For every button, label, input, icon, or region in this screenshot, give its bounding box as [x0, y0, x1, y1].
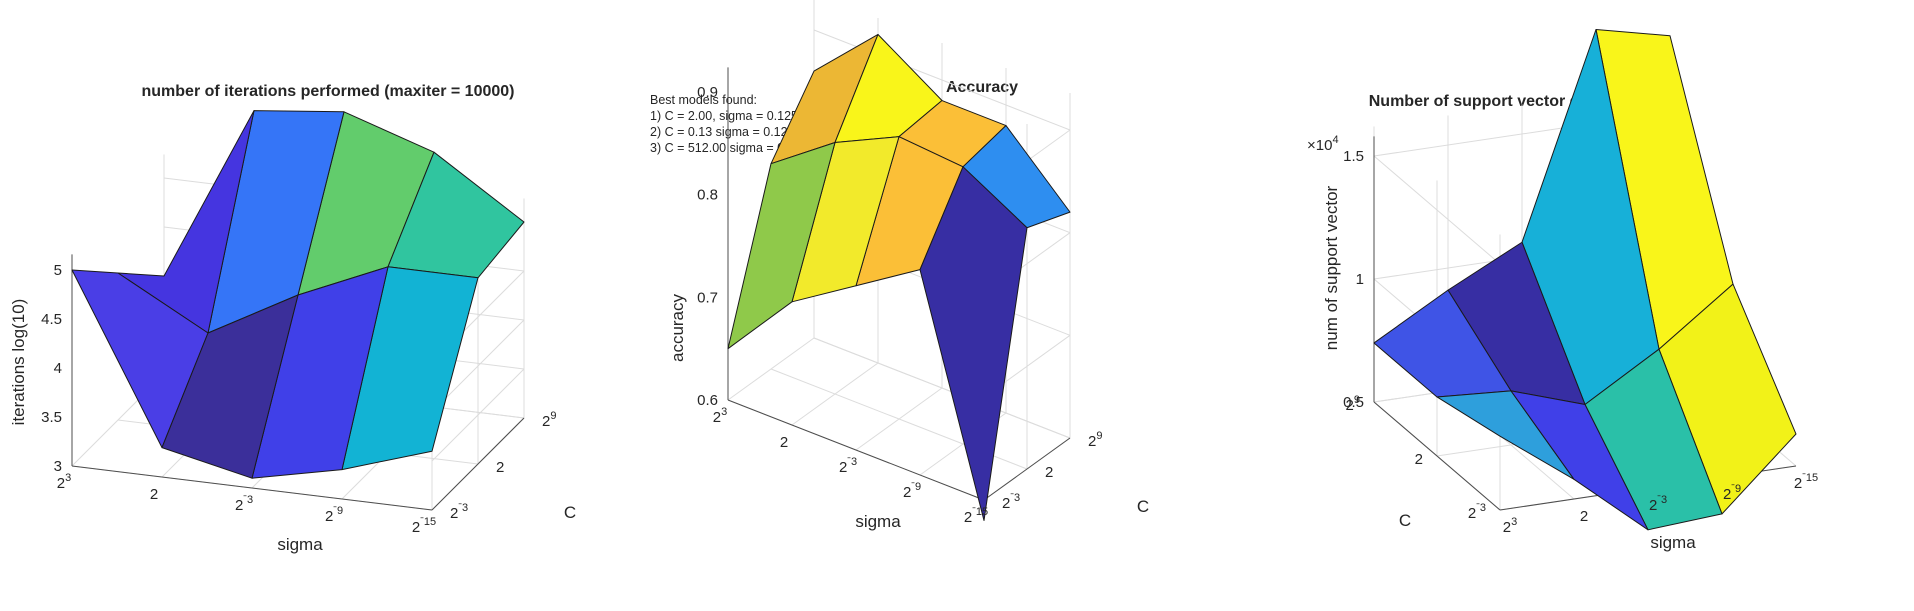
z-tick-label: 1.5 — [1343, 148, 1364, 165]
exponent-label: ×104 — [1307, 134, 1339, 154]
c-axis-line — [1373, 401, 1501, 511]
accuracy-chart: Accuracy Best models found: 1) C = 2.00,… — [650, 0, 1149, 531]
x-tick-label: 2ˉ3 — [839, 456, 857, 476]
c-tick-label: 2ˉ3 — [1002, 492, 1020, 512]
grid-line — [1373, 155, 1501, 265]
z-tick-label: 3 — [54, 458, 62, 475]
grid-line — [813, 337, 1071, 439]
x-tick-label: 2ˉ9 — [325, 505, 343, 525]
z-tick-label: 4.5 — [41, 311, 62, 328]
x-axis-line — [727, 399, 985, 501]
accuracy-surface — [727, 33, 1071, 522]
iterations-x-axis-label: sigma — [277, 535, 323, 554]
x-tick-label: 2 — [150, 486, 158, 503]
c-tick-label: 2 — [1415, 451, 1423, 468]
c-axis-line — [983, 437, 1071, 501]
c-tick-label: 29 — [542, 410, 556, 430]
iterations-c-axis-label: C — [564, 503, 576, 522]
x-tick-label: 2ˉ3 — [235, 494, 253, 514]
accuracy-c-axis-label: C — [1137, 497, 1149, 516]
x-axis-line — [71, 465, 433, 511]
support-vector-x-axis-label: sigma — [1650, 533, 1696, 552]
z-tick-label: 3.5 — [41, 409, 62, 426]
grid-line — [431, 368, 525, 462]
c-tick-label: 2ˉ3 — [450, 502, 468, 522]
z-tick-label: 4 — [54, 360, 62, 377]
z-tick-label: 0.7 — [697, 289, 718, 306]
c-axis-line — [431, 417, 525, 511]
c-tick-label: 2 — [1045, 464, 1053, 481]
z-tick-label: 0.9 — [697, 84, 718, 101]
c-tick-label: 2 — [496, 459, 504, 476]
x-tick-label: 2 — [1580, 508, 1588, 525]
iterations-chart: number of iterations performed (maxiter … — [9, 83, 576, 554]
accuracy-x-axis-label: sigma — [855, 512, 901, 531]
accuracy-chart-title: Accuracy — [946, 79, 1018, 96]
c-tick-label: 2ˉ3 — [1468, 502, 1486, 522]
z-tick-label: 0.8 — [697, 187, 718, 204]
x-tick-label: 2ˉ15 — [412, 516, 436, 536]
annotation-line: Best models found: — [650, 93, 757, 107]
x-tick-label: 2ˉ9 — [903, 481, 921, 501]
x-tick-label: 2 — [780, 434, 788, 451]
iterations-chart-title: number of iterations performed (maxiter … — [142, 83, 515, 100]
surface-facet — [727, 141, 836, 350]
x-tick-label: 2ˉ15 — [1794, 472, 1818, 492]
support-vector-surface — [1373, 29, 1797, 531]
x-tick-label: 23 — [57, 472, 71, 492]
iterations-surface — [71, 110, 525, 479]
support-vector-c-axis-label: C — [1399, 511, 1411, 530]
surface-facet — [919, 166, 1028, 522]
x-tick-label: 23 — [1503, 516, 1517, 536]
x-tick-label: 2ˉ15 — [964, 506, 988, 526]
surface-facet — [1510, 390, 1649, 531]
z-tick-label: 5 — [54, 262, 62, 279]
accuracy-z-axis-label: accuracy — [668, 293, 687, 362]
grid-line — [431, 319, 525, 413]
c-tick-label: 29 — [1088, 430, 1102, 450]
z-tick-label: 1 — [1356, 271, 1364, 288]
x-tick-label: 23 — [713, 406, 727, 426]
iterations-z-axis-label: iterations log(10) — [9, 299, 28, 426]
z-tick-label: 0.5 — [1343, 394, 1364, 411]
surface-facet — [161, 294, 299, 479]
support-vector-z-axis-label: num of support vector — [1322, 185, 1341, 350]
support-vector-chart: Number of support vector genarted ×104 2… — [1307, 29, 1818, 552]
z-tick-label: 0.6 — [697, 392, 718, 409]
